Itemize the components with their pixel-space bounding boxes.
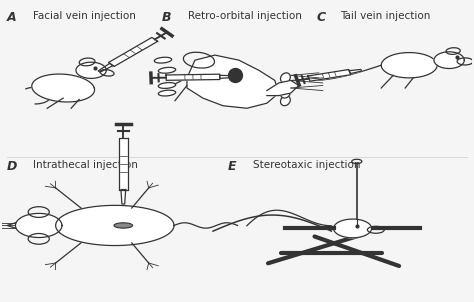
- Polygon shape: [76, 62, 106, 79]
- Ellipse shape: [281, 80, 290, 91]
- Polygon shape: [434, 52, 465, 69]
- Polygon shape: [381, 53, 437, 78]
- Polygon shape: [32, 74, 95, 102]
- Text: Intrathecal injection: Intrathecal injection: [33, 160, 137, 170]
- Polygon shape: [109, 37, 158, 66]
- Polygon shape: [121, 190, 126, 204]
- Ellipse shape: [155, 57, 172, 63]
- Text: B: B: [162, 11, 171, 24]
- Text: Stereotaxic injection: Stereotaxic injection: [254, 160, 361, 170]
- Text: C: C: [317, 11, 326, 24]
- Text: D: D: [7, 160, 17, 173]
- Polygon shape: [308, 69, 351, 81]
- Polygon shape: [16, 214, 62, 237]
- Polygon shape: [334, 219, 372, 238]
- Ellipse shape: [281, 96, 290, 106]
- Polygon shape: [55, 205, 174, 246]
- Ellipse shape: [158, 67, 176, 73]
- Polygon shape: [267, 80, 299, 96]
- Ellipse shape: [281, 88, 290, 98]
- Text: Retro-orbital injection: Retro-orbital injection: [188, 11, 301, 21]
- Ellipse shape: [114, 223, 133, 228]
- Text: E: E: [228, 160, 236, 173]
- Polygon shape: [98, 63, 113, 72]
- Polygon shape: [349, 69, 362, 74]
- Polygon shape: [119, 138, 128, 190]
- Text: Tail vein injection: Tail vein injection: [340, 11, 431, 21]
- Text: A: A: [7, 11, 17, 24]
- Ellipse shape: [158, 90, 176, 96]
- Polygon shape: [220, 76, 235, 78]
- Text: Facial vein injection: Facial vein injection: [33, 11, 136, 21]
- Ellipse shape: [158, 82, 176, 88]
- Polygon shape: [187, 55, 279, 108]
- Ellipse shape: [281, 73, 290, 83]
- Polygon shape: [166, 74, 220, 80]
